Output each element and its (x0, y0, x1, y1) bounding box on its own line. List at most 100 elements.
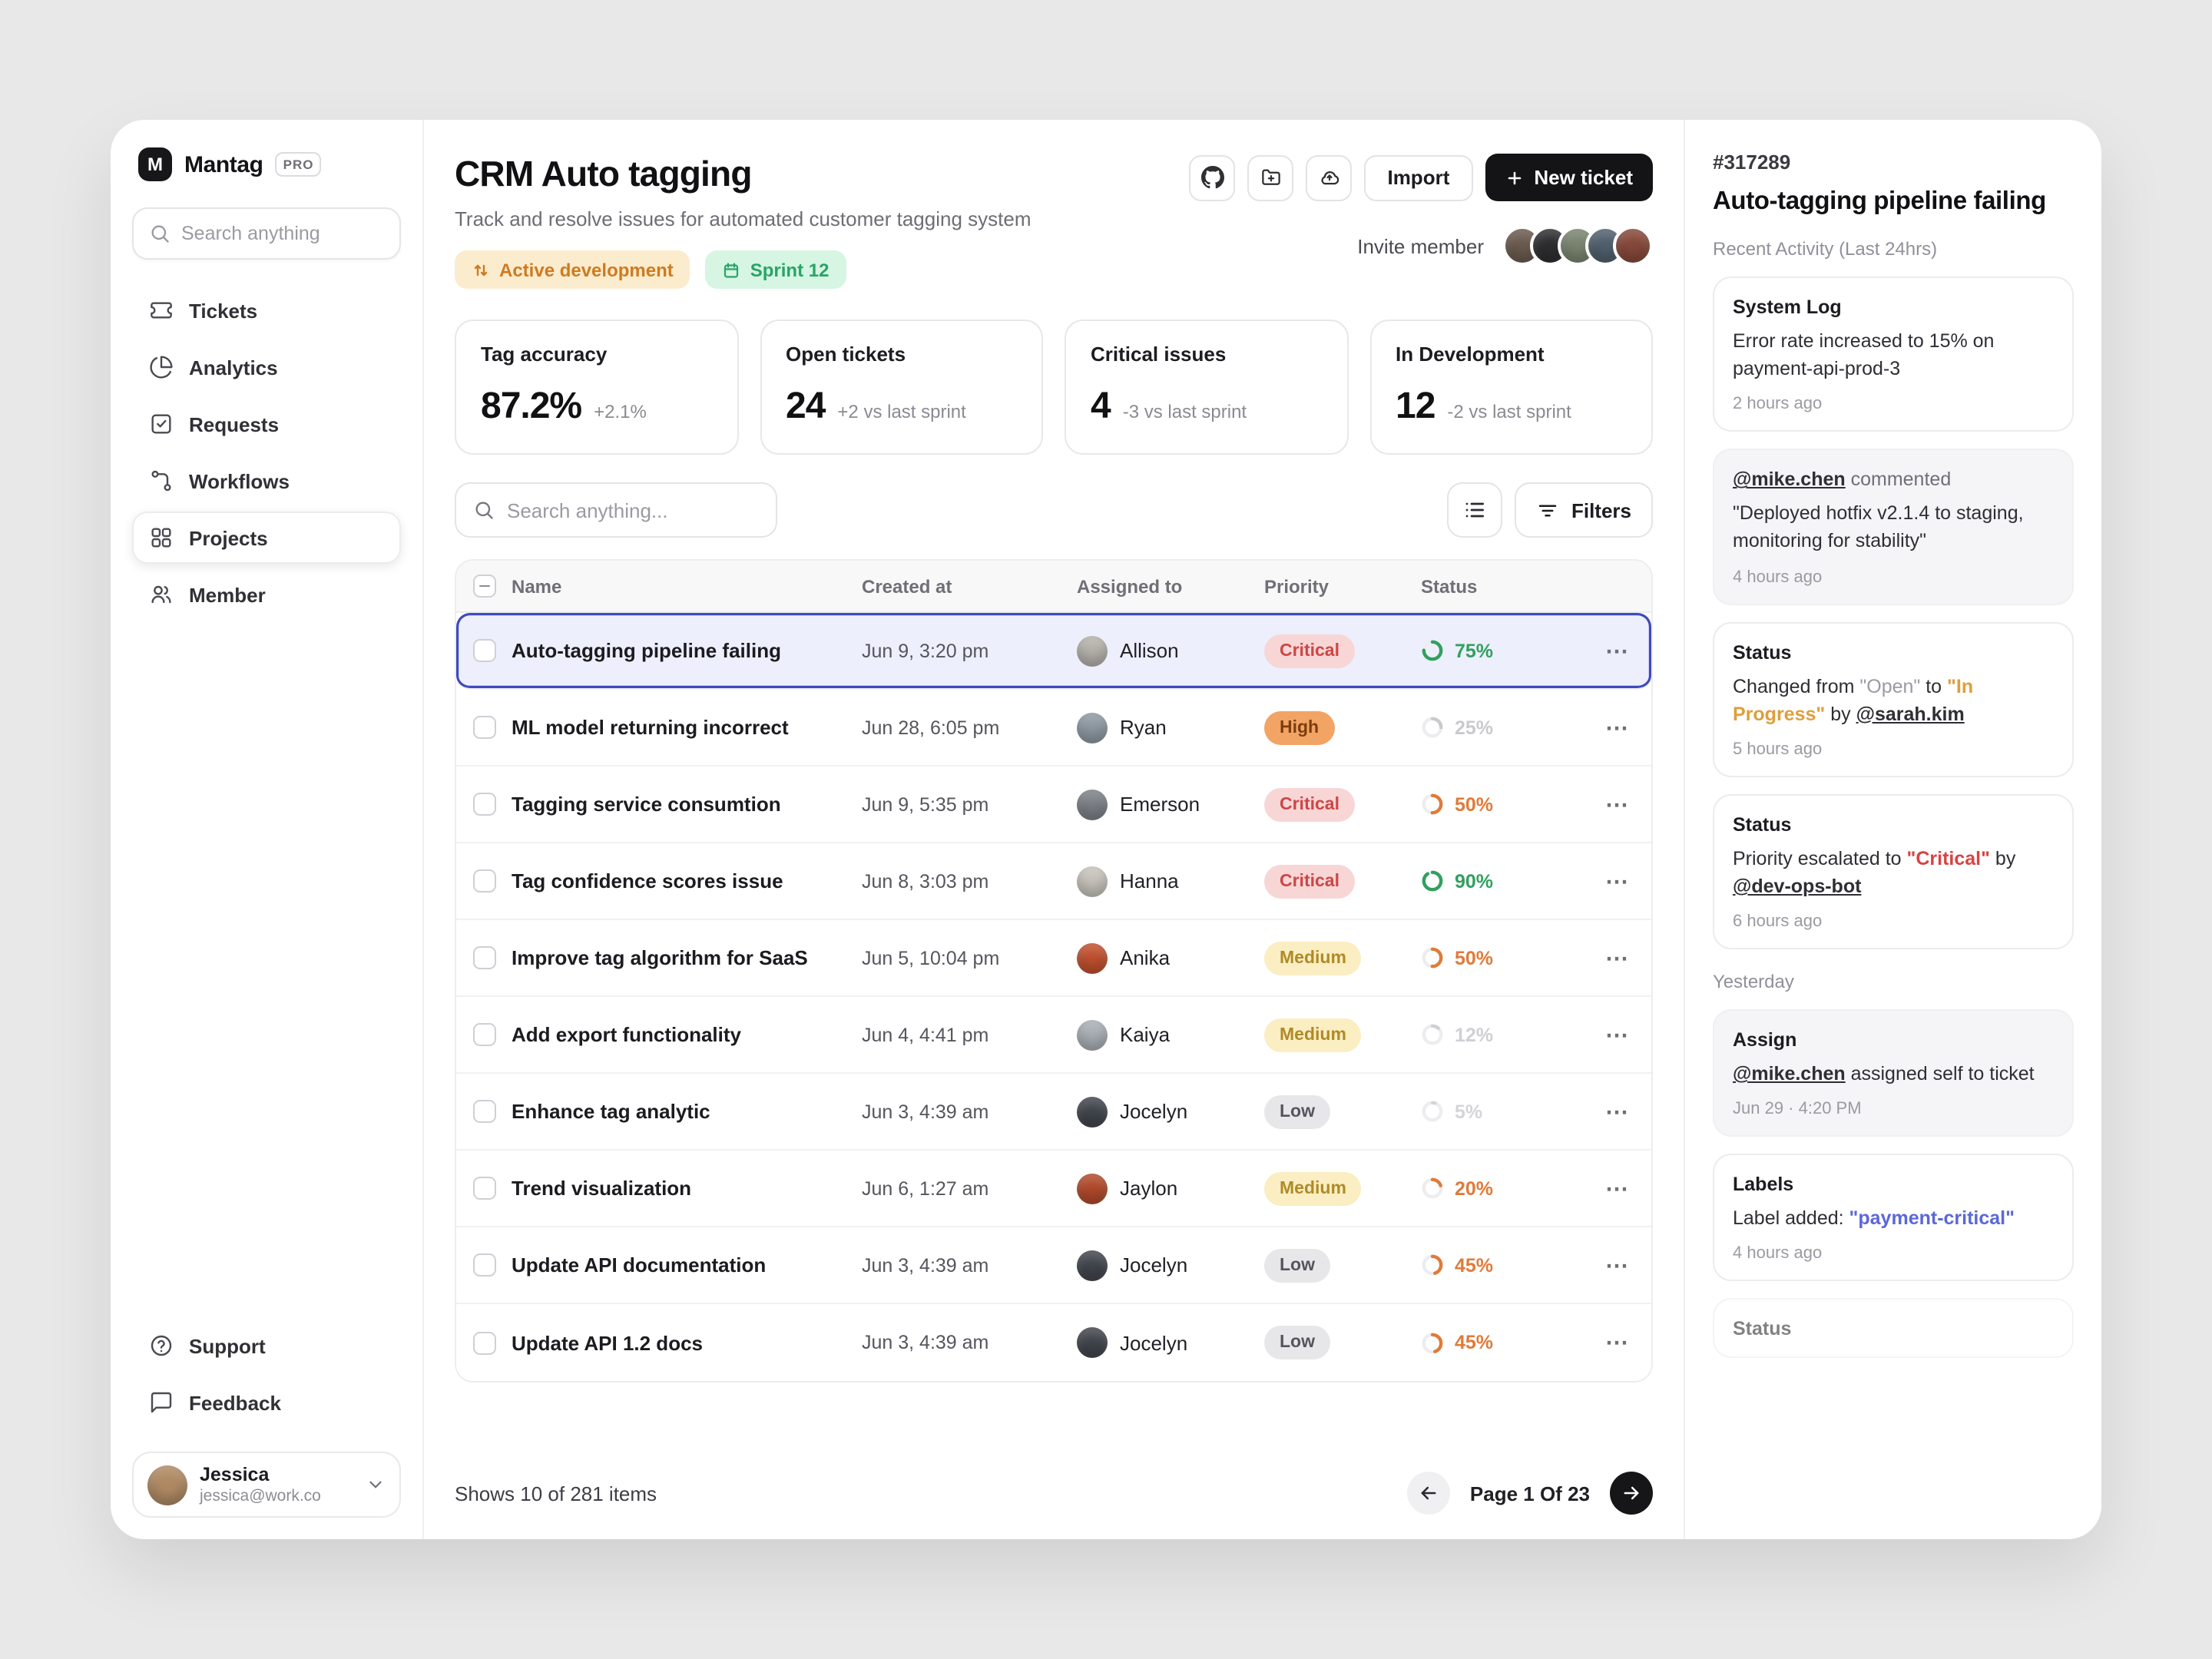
table-row[interactable]: Auto-tagging pipeline failing Jun 9, 3:2… (456, 613, 1651, 690)
filters-button[interactable]: Filters (1514, 482, 1653, 538)
row-menu-button[interactable]: ⋯ (1605, 1330, 1630, 1356)
sprint-badge: Sprint 12 (705, 250, 846, 289)
stat-card-tag-accuracy: Tag accuracy 87.2% +2.1% (455, 320, 738, 455)
ticket-assignee: Anika (1077, 942, 1264, 973)
table-search-input[interactable] (507, 498, 759, 522)
table-row[interactable]: Trend visualization Jun 6, 1:27 am Jaylo… (456, 1151, 1651, 1227)
activity-time: Jun 29 · 4:20 PM (1733, 1100, 1862, 1119)
column-header-priority[interactable]: Priority (1264, 575, 1330, 597)
row-menu-button[interactable]: ⋯ (1605, 1022, 1630, 1048)
plan-badge: PRO (275, 152, 322, 177)
table-row[interactable]: Tag confidence scores issue Jun 8, 3:03 … (456, 843, 1651, 920)
select-all-checkbox[interactable] (472, 575, 495, 598)
sidebar-item-requests[interactable]: Requests (132, 398, 401, 450)
logo-mark-icon: M (138, 147, 172, 181)
column-header-assigned[interactable]: Assigned to (1077, 575, 1183, 597)
table-row[interactable]: Tagging service consumtion Jun 9, 5:35 p… (456, 767, 1651, 843)
ticket-created: Jun 3, 4:39 am (862, 1332, 989, 1353)
row-checkbox[interactable] (472, 869, 495, 892)
page-header: CRM Auto tagging Track and resolve issue… (455, 154, 1653, 289)
table-row[interactable]: Update API documentation Jun 3, 4:39 am … (456, 1227, 1651, 1304)
header-actions: Import New ticket (1189, 154, 1653, 201)
next-page-button[interactable] (1610, 1472, 1653, 1515)
user-mention-link[interactable]: @mike.chen (1733, 469, 1846, 491)
github-button[interactable] (1189, 154, 1236, 200)
user-mention-link[interactable]: @sarah.kim (1856, 703, 1965, 725)
ticket-created: Jun 9, 5:35 pm (862, 793, 989, 815)
progress-percent: 5% (1455, 1101, 1483, 1122)
list-view-button[interactable] (1446, 482, 1502, 538)
column-header-created[interactable]: Created at (862, 575, 952, 597)
progress-ring-icon (1421, 869, 1444, 892)
app-name: Mantag (184, 151, 263, 177)
sort-arrows-icon (474, 263, 488, 276)
user-menu[interactable]: Jessica jessica@work.co (132, 1452, 401, 1518)
user-mention-link[interactable]: @mike.chen (1733, 1063, 1846, 1084)
sidebar-item-projects[interactable]: Projects (132, 512, 401, 564)
row-menu-button[interactable]: ⋯ (1605, 1176, 1630, 1202)
progress-ring-icon (1421, 793, 1444, 816)
table-row[interactable]: Improve tag algorithm for SaaS Jun 5, 10… (456, 920, 1651, 997)
row-checkbox[interactable] (472, 1100, 495, 1123)
stat-delta: -2 vs last sprint (1447, 401, 1571, 422)
member-avatar[interactable] (1613, 226, 1653, 266)
progress-percent: 50% (1455, 947, 1494, 969)
row-checkbox[interactable] (472, 1177, 495, 1200)
sidebar-nav: Tickets Analytics Requests Workflows Pro… (132, 284, 401, 621)
sidebar-item-member[interactable]: Member (132, 568, 401, 621)
sidebar-item-analytics[interactable]: Analytics (132, 341, 401, 393)
activity-time: 4 hours ago (1733, 568, 1823, 586)
priority-badge: Critical (1264, 864, 1355, 898)
row-menu-button[interactable]: ⋯ (1605, 1253, 1630, 1279)
table-search[interactable] (455, 482, 777, 538)
new-ticket-button[interactable]: New ticket (1485, 154, 1653, 201)
sidebar-item-feedback[interactable]: Feedback (132, 1376, 401, 1429)
row-checkbox[interactable] (472, 1331, 495, 1354)
priority-badge: Critical (1264, 634, 1355, 667)
table-row[interactable]: Update API 1.2 docs Jun 3, 4:39 am Jocel… (456, 1304, 1651, 1381)
row-menu-button[interactable]: ⋯ (1605, 1099, 1630, 1125)
activity-card-status-change: Status Changed from "Open" to "In Progre… (1713, 621, 2074, 777)
sidebar-search[interactable] (132, 207, 401, 260)
sidebar-item-support[interactable]: Support (132, 1320, 401, 1372)
row-checkbox[interactable] (472, 1253, 495, 1277)
row-menu-button[interactable]: ⋯ (1605, 638, 1630, 664)
table-row[interactable]: Enhance tag analytic Jun 3, 4:39 am Joce… (456, 1074, 1651, 1151)
github-icon (1200, 166, 1224, 189)
row-checkbox[interactable] (472, 946, 495, 969)
user-mention-link[interactable]: @dev-ops-bot (1733, 875, 1862, 897)
row-menu-button[interactable]: ⋯ (1605, 869, 1630, 895)
column-header-status[interactable]: Status (1421, 575, 1478, 597)
pie-chart-icon (150, 356, 173, 379)
progress-percent: 45% (1455, 1254, 1494, 1276)
user-avatar (147, 1465, 187, 1505)
assignee-avatar (1077, 712, 1108, 743)
row-checkbox[interactable] (472, 639, 495, 662)
ticket-progress: 45% (1421, 1331, 1584, 1354)
prev-page-button[interactable] (1406, 1472, 1450, 1515)
row-menu-button[interactable]: ⋯ (1605, 715, 1630, 741)
cloud-sync-button[interactable] (1306, 154, 1353, 200)
assignee-avatar (1077, 1173, 1108, 1204)
row-checkbox[interactable] (472, 793, 495, 816)
import-button[interactable]: Import (1364, 154, 1473, 200)
ticket-progress: 50% (1421, 946, 1584, 969)
project-badges: Active development Sprint 12 (455, 250, 1031, 289)
recent-activity-label: Recent Activity (Last 24hrs) (1713, 238, 1938, 260)
ticket-assignee: Jocelyn (1077, 1327, 1264, 1358)
sidebar-item-workflows[interactable]: Workflows (132, 455, 401, 507)
sidebar-search-input[interactable] (181, 223, 384, 244)
row-checkbox[interactable] (472, 716, 495, 739)
assignee-avatar (1077, 635, 1108, 666)
row-menu-button[interactable]: ⋯ (1605, 945, 1630, 972)
table-row[interactable]: Add export functionality Jun 4, 4:41 pm … (456, 997, 1651, 1074)
table-toolbar: Filters (455, 482, 1653, 538)
sidebar-item-tickets[interactable]: Tickets (132, 284, 401, 336)
column-header-name[interactable]: Name (512, 575, 562, 597)
search-icon (475, 502, 493, 519)
row-menu-button[interactable]: ⋯ (1605, 792, 1630, 818)
row-checkbox[interactable] (472, 1023, 495, 1046)
invite-member-label[interactable]: Invite member (1357, 234, 1484, 257)
table-row[interactable]: ML model returning incorrect Jun 28, 6:0… (456, 690, 1651, 767)
add-folder-button[interactable] (1247, 154, 1294, 200)
